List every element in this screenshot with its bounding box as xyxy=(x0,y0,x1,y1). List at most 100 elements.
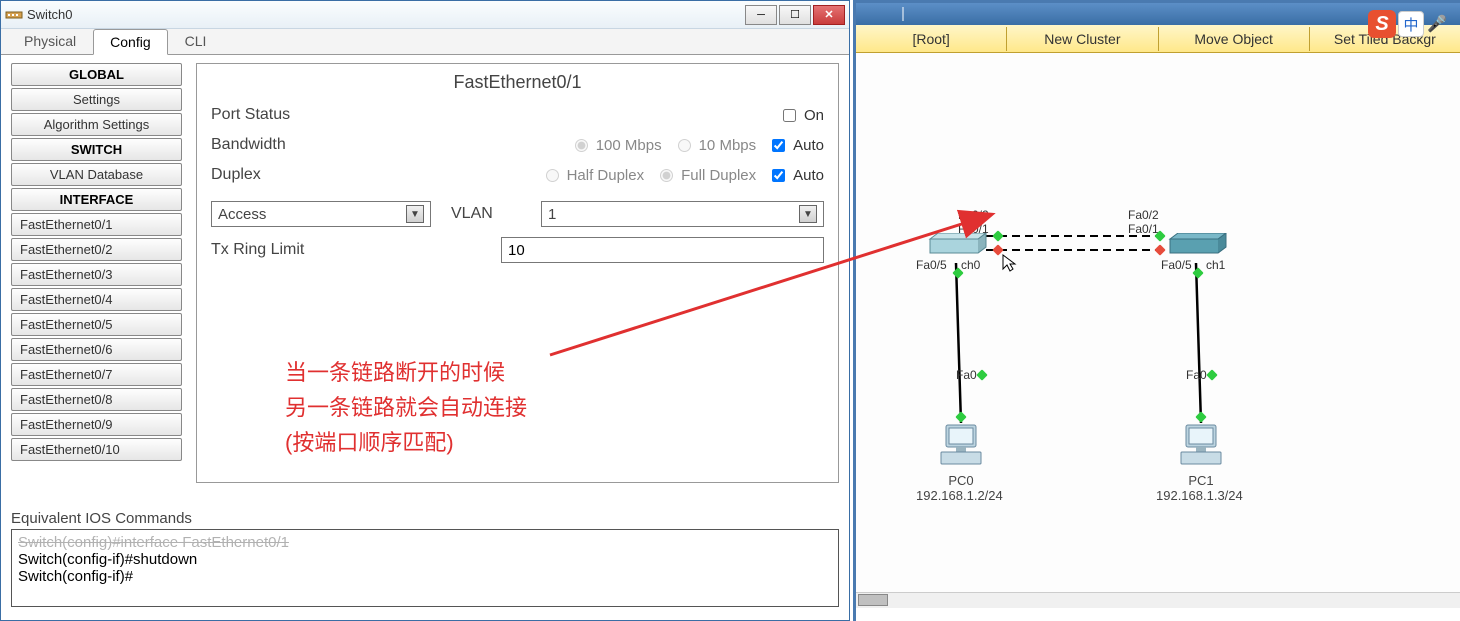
ios-line: Switch(config-if)#shutdown xyxy=(18,551,832,568)
sogou-icon: S xyxy=(1368,10,1396,38)
panel-title: FastEthernet0/1 xyxy=(211,72,824,93)
topology-window: [Root] New Cluster Move Object Set Tiled… xyxy=(853,0,1460,621)
tx-ring-label: Tx Ring Limit xyxy=(211,241,501,259)
sidebar-header-switch[interactable]: SWITCH xyxy=(11,138,182,161)
duplex-auto-checkbox[interactable] xyxy=(772,169,785,182)
sidebar-item-fa0-7[interactable]: FastEthernet0/7 xyxy=(11,363,182,386)
bandwidth-10-radio[interactable] xyxy=(678,139,691,152)
cursor-icon xyxy=(1001,253,1021,273)
bandwidth-100-radio[interactable] xyxy=(575,139,588,152)
ime-indicator[interactable]: S 中 🎤 xyxy=(1368,10,1448,38)
annotation-line2: 另一条链路就会自动连接 xyxy=(285,390,527,425)
tab-config[interactable]: Config xyxy=(93,29,167,55)
ios-commands-box[interactable]: Switch(config)#interface FastEthernet0/1… xyxy=(11,529,839,607)
sidebar-item-fa0-4[interactable]: FastEthernet0/4 xyxy=(11,288,182,311)
sidebar-item-fa0-8[interactable]: FastEthernet0/8 xyxy=(11,388,182,411)
menu-root[interactable]: [Root] xyxy=(856,27,1007,51)
mode-row: Access ▼ VLAN 1 ▼ xyxy=(211,201,824,227)
tx-ring-input[interactable] xyxy=(501,237,824,263)
duplex-label: Duplex xyxy=(211,166,361,184)
close-button[interactable]: ✕ xyxy=(813,5,845,25)
switch1-port-fa01: Fa0/1 xyxy=(1128,222,1159,236)
sidebar-header-global[interactable]: GLOBAL xyxy=(11,63,182,86)
switch0-port-fa02: Fa0/2 xyxy=(958,208,989,222)
port-status-row: Port Status On xyxy=(211,103,824,127)
topology-links xyxy=(856,53,1460,608)
pc1-label: PC1 xyxy=(1176,473,1226,488)
device-pc1[interactable]: PC1 192.168.1.3/24 xyxy=(1176,423,1226,503)
bandwidth-auto-checkbox[interactable] xyxy=(772,139,785,152)
sidebar-item-settings[interactable]: Settings xyxy=(11,88,182,111)
window-controls: ─ ☐ ✕ xyxy=(745,5,845,25)
switch1-label: ch1 xyxy=(1206,258,1225,272)
switch-config-window: Switch0 ─ ☐ ✕ Physical Config CLI GLOBAL… xyxy=(0,0,850,621)
duplex-half-radio[interactable] xyxy=(546,169,559,182)
config-sidebar[interactable]: GLOBAL Settings Algorithm Settings SWITC… xyxy=(1,55,186,510)
ios-line: Switch(config)#interface FastEthernet0/1 xyxy=(18,534,832,551)
switch1-port-fa02: Fa0/2 xyxy=(1128,208,1159,222)
pc1-port: Fa0 xyxy=(1186,368,1207,382)
device-pc0[interactable]: PC0 192.168.1.2/24 xyxy=(936,423,986,503)
duplex-half-label: Half Duplex xyxy=(567,167,645,184)
device-switch1[interactable] xyxy=(1168,233,1228,255)
vlan-value: 1 xyxy=(548,206,556,223)
tx-ring-row: Tx Ring Limit xyxy=(211,237,824,263)
port-status-checkbox[interactable] xyxy=(783,109,796,122)
bandwidth-label: Bandwidth xyxy=(211,136,361,154)
sidebar-item-fa0-5[interactable]: FastEthernet0/5 xyxy=(11,313,182,336)
sidebar-item-fa0-2[interactable]: FastEthernet0/2 xyxy=(11,238,182,261)
sidebar-item-fa0-9[interactable]: FastEthernet0/9 xyxy=(11,413,182,436)
minimize-button[interactable]: ─ xyxy=(745,5,777,25)
menu-move-object[interactable]: Move Object xyxy=(1159,27,1310,51)
ios-line: Switch(config-if)# xyxy=(18,568,832,585)
duplex-full-radio[interactable] xyxy=(660,169,673,182)
port-mode-value: Access xyxy=(218,206,266,223)
window-title: Switch0 xyxy=(27,7,745,22)
pc0-ip: 192.168.1.2/24 xyxy=(916,488,986,503)
menu-new-cluster[interactable]: New Cluster xyxy=(1007,27,1158,51)
port-status-label: Port Status xyxy=(211,106,361,124)
sidebar-item-fa0-1[interactable]: FastEthernet0/1 xyxy=(11,213,182,236)
switch0-label: ch0 xyxy=(961,258,980,272)
tab-cli[interactable]: CLI xyxy=(168,28,224,54)
annotation-line3: (按端口顺序匹配) xyxy=(285,425,527,460)
sidebar-header-interface[interactable]: INTERFACE xyxy=(11,188,182,211)
duplex-row: Duplex Half Duplex Full Duplex Auto xyxy=(211,163,824,187)
bandwidth-100-label: 100 Mbps xyxy=(596,137,662,154)
tab-row: Physical Config CLI xyxy=(1,29,849,55)
switch-icon xyxy=(5,6,23,24)
switch0-port-fa01: Fa0/1 xyxy=(958,222,989,236)
topology-scrollbar[interactable] xyxy=(856,592,1460,608)
ios-section: Equivalent IOS Commands Switch(config)#i… xyxy=(1,510,849,607)
duplex-auto-label: Auto xyxy=(793,167,824,184)
sidebar-item-fa0-10[interactable]: FastEthernet0/10 xyxy=(11,438,182,461)
bandwidth-row: Bandwidth 100 Mbps 10 Mbps Auto xyxy=(211,133,824,157)
annotation-text: 当一条链路断开的时候 另一条链路就会自动连接 (按端口顺序匹配) xyxy=(285,355,527,461)
window-titlebar: Switch0 ─ ☐ ✕ xyxy=(1,1,849,29)
pc1-ip: 192.168.1.3/24 xyxy=(1156,488,1226,503)
switch0-port-fa05: Fa0/5 xyxy=(916,258,947,272)
ios-label: Equivalent IOS Commands xyxy=(11,510,839,527)
annotation-line1: 当一条链路断开的时候 xyxy=(285,355,527,390)
maximize-button[interactable]: ☐ xyxy=(779,5,811,25)
port-status-on-label: On xyxy=(804,107,824,124)
topology-canvas[interactable]: Fa0/2 Fa0/1 Fa0/5 ch0 Fa0/2 Fa0/1 Fa0/5 … xyxy=(856,53,1460,608)
pc0-label: PC0 xyxy=(936,473,986,488)
device-switch0[interactable] xyxy=(928,233,988,255)
sidebar-item-vlan-database[interactable]: VLAN Database xyxy=(11,163,182,186)
tab-physical[interactable]: Physical xyxy=(7,28,93,54)
sidebar-item-algorithm-settings[interactable]: Algorithm Settings xyxy=(11,113,182,136)
bandwidth-10-label: 10 Mbps xyxy=(699,137,757,154)
switch1-port-fa05: Fa0/5 xyxy=(1161,258,1192,272)
bandwidth-auto-label: Auto xyxy=(793,137,824,154)
duplex-full-label: Full Duplex xyxy=(681,167,756,184)
sidebar-item-fa0-3[interactable]: FastEthernet0/3 xyxy=(11,263,182,286)
port-mode-select[interactable]: Access ▼ xyxy=(211,201,431,227)
mic-icon[interactable]: 🎤 xyxy=(1426,13,1448,35)
sidebar-item-fa0-6[interactable]: FastEthernet0/6 xyxy=(11,338,182,361)
vlan-select[interactable]: 1 ▼ xyxy=(541,201,824,227)
dropdown-arrow-icon: ▼ xyxy=(799,205,817,223)
pc0-port: Fa0 xyxy=(956,368,977,382)
vlan-label: VLAN xyxy=(451,205,521,223)
ime-lang[interactable]: 中 xyxy=(1398,11,1424,37)
